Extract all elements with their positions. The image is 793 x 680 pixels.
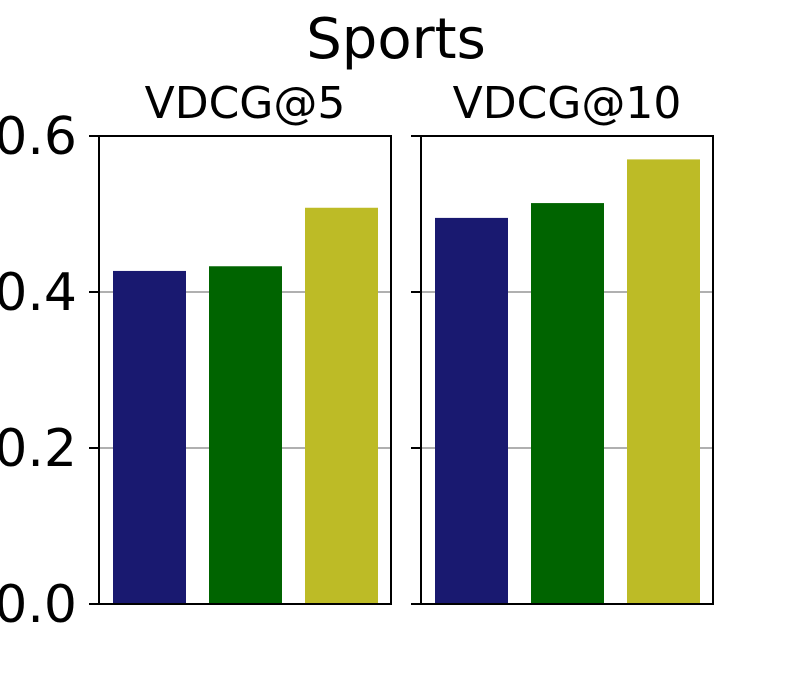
panel-vdcg5: VDCG@5 [89, 78, 392, 605]
y-tick-label: 0.0 [0, 575, 77, 635]
plot-frame [98, 135, 392, 605]
panel-vdcg10: VDCG@10 [411, 78, 714, 605]
y-tick-label: 0.2 [0, 419, 77, 479]
plot-frame [420, 135, 714, 605]
y-axis-labels: 0.0 0.2 0.4 0.6 [0, 107, 77, 635]
bar [305, 207, 378, 604]
bar [627, 159, 700, 604]
bar [113, 270, 186, 604]
panel-title: VDCG@5 [145, 78, 346, 129]
bar [531, 203, 604, 604]
bar [209, 266, 282, 604]
y-tick-label: 0.6 [0, 107, 77, 167]
bar [435, 217, 508, 604]
panel-title: VDCG@10 [453, 78, 682, 129]
chart-title: Sports [306, 7, 486, 72]
y-tick-label: 0.4 [0, 263, 77, 323]
